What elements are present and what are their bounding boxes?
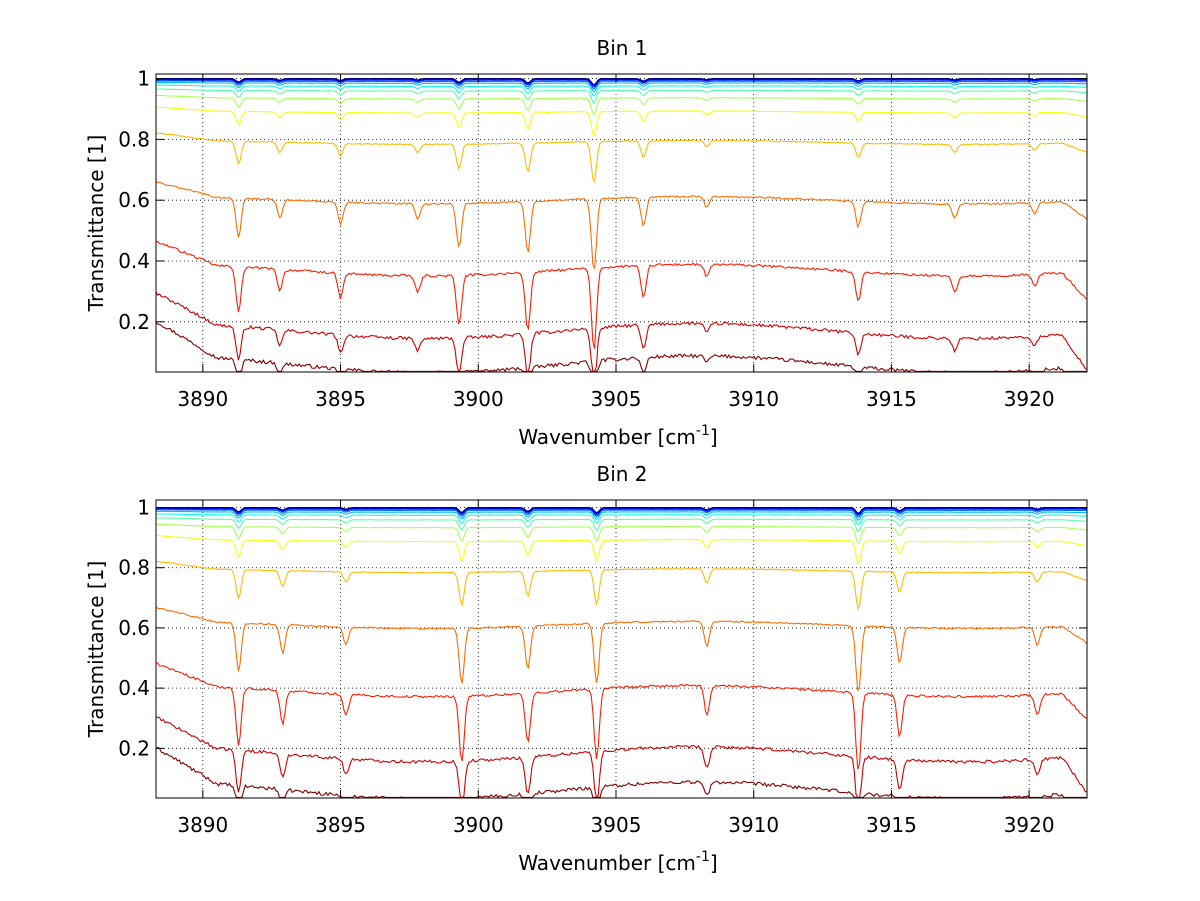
x-tick-label: 3905 — [591, 387, 642, 411]
spectrum-series-6 — [155, 535, 1088, 565]
x-tick-label: 3900 — [453, 387, 504, 411]
x-axis-label-main: Wavenumber [cm — [518, 425, 696, 449]
x-tick-label: 3890 — [177, 387, 228, 411]
x-tick-label: 3910 — [728, 813, 779, 837]
y-tick-label: 1 — [137, 67, 150, 91]
x-axis-label-superscript: -1 — [696, 849, 710, 865]
spectrum-series-5 — [155, 132, 1088, 184]
spectrum-series-5 — [156, 560, 1088, 611]
spectrum-series-1 — [155, 746, 1087, 799]
spectrum-series-2 — [155, 291, 1088, 373]
x-tick-label: 3895 — [315, 387, 366, 411]
y-tick-label: 0.6 — [118, 188, 150, 212]
spectrum-series-1 — [155, 321, 1087, 373]
y-tick-label: 0.4 — [118, 676, 150, 700]
spectrum-series-14 — [155, 506, 1087, 514]
spectrum-series-13 — [156, 78, 1088, 86]
y-tick-label: 0.2 — [118, 310, 150, 334]
x-tick-label: 3895 — [315, 813, 366, 837]
x-tick-label: 3900 — [453, 813, 504, 837]
y-tick-label: 1 — [137, 496, 150, 520]
series-layer — [155, 77, 1088, 373]
tick-layer: 3890 3895 3900 3905 3910 3915 3920 0.2 0.4 0.6 0.8… — [118, 67, 1087, 411]
spectrum-series-13 — [156, 507, 1088, 515]
spectrum-series-8 — [155, 517, 1088, 533]
x-tick-label: 3920 — [1004, 387, 1055, 411]
spectrum-series-8 — [156, 88, 1088, 104]
x-axis-label: Wavenumber [cm-1] — [518, 849, 717, 875]
spectrum-series-11 — [156, 80, 1088, 90]
axes-frame — [155, 499, 1088, 799]
y-tick-label: 0.8 — [118, 127, 150, 151]
x-tick-label: 3890 — [177, 813, 228, 837]
spectrum-series-3 — [155, 240, 1088, 349]
spectrum-series-9 — [155, 84, 1088, 97]
chart-panel-bin-1: Bin 1 3890 3895 3900 3905 3910 3915 3920 0.2 0.4… — [84, 36, 1088, 449]
spectrum-series-9 — [156, 513, 1088, 526]
x-axis-label: Wavenumber [cm-1] — [518, 423, 717, 449]
spectrum-series-4 — [155, 180, 1088, 269]
x-axis-label-tail: ] — [710, 851, 718, 875]
spectrum-series-7 — [155, 94, 1087, 116]
spectrum-series-12 — [156, 508, 1087, 517]
x-tick-label: 3915 — [866, 387, 917, 411]
axes-frame — [155, 73, 1088, 373]
y-axis-label: Transmittance [1] — [84, 561, 108, 739]
spectrum-series-2 — [155, 716, 1088, 799]
x-tick-label: 3905 — [591, 813, 642, 837]
spectrum-series-4 — [155, 606, 1088, 692]
x-tick-label: 3920 — [1004, 813, 1055, 837]
spectrum-series-10 — [156, 81, 1087, 93]
x-tick-label: 3910 — [728, 387, 779, 411]
spectrum-series-3 — [155, 662, 1088, 770]
y-tick-label: 0.4 — [118, 249, 150, 273]
spectrum-series-12 — [156, 79, 1087, 88]
x-axis-label-tail: ] — [710, 425, 718, 449]
spectrum-series-10 — [156, 510, 1088, 521]
x-tick-label: 3915 — [866, 813, 917, 837]
chart-panel-bin-2: Bin 2 3890 3895 3900 3905 3910 3915 3920 0.2 0.4… — [84, 462, 1088, 875]
spectrum-series-6 — [155, 106, 1087, 136]
y-tick-label: 0.6 — [118, 616, 150, 640]
y-axis-label: Transmittance [1] — [84, 135, 108, 313]
grid-layer — [156, 500, 1087, 798]
y-tick-label: 0.8 — [118, 556, 150, 580]
spectrum-series-11 — [155, 509, 1088, 518]
x-axis-label-main: Wavenumber [cm — [518, 851, 696, 875]
spectrum-series-7 — [155, 523, 1088, 544]
chart-title: Bin 1 — [596, 36, 647, 60]
series-layer — [155, 506, 1088, 799]
spectrum-series-14 — [155, 77, 1087, 86]
chart-title: Bin 2 — [596, 462, 647, 486]
y-tick-label: 0.2 — [118, 736, 150, 760]
x-axis-label-superscript: -1 — [696, 423, 710, 439]
tick-layer: 3890 3895 3900 3905 3910 3915 3920 0.2 0.4 0.6 0.8… — [118, 496, 1087, 837]
